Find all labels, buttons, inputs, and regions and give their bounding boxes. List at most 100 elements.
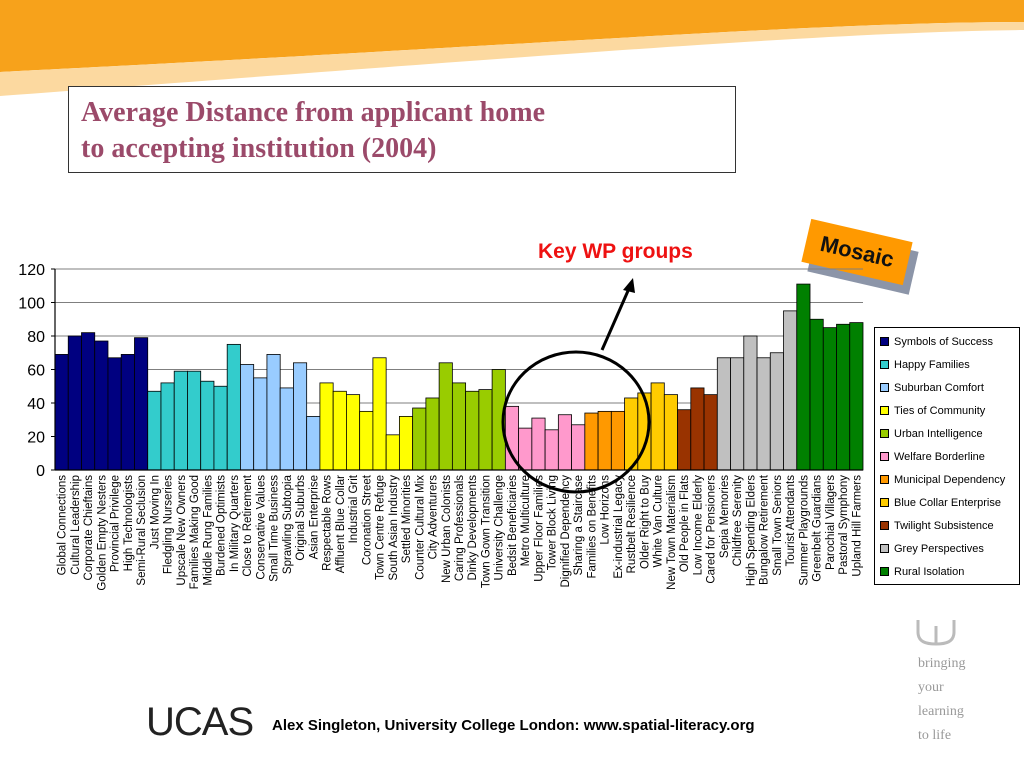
key-wp-groups-annotation: Key WP groups — [538, 240, 693, 263]
bar — [478, 389, 493, 471]
legend-item: Twilight Subsistence — [880, 514, 1019, 537]
chart-axes — [54, 269, 863, 471]
bar — [703, 394, 718, 471]
bar — [743, 335, 758, 471]
bar — [160, 382, 175, 471]
x-tick-label: Greenbelt Guardians — [812, 475, 824, 582]
legend-label: Symbols of Success — [894, 335, 994, 348]
x-tick-label: Cultural Leadership — [70, 475, 82, 575]
tagline-line-2: your — [918, 680, 944, 695]
x-tick-label: City Adventurers — [428, 475, 440, 560]
y-tick-label: 100 — [18, 296, 45, 313]
x-tick-label: New Urban Colonists — [441, 475, 453, 583]
x-tick-label: Conservative Values — [255, 475, 267, 580]
bar — [584, 412, 599, 471]
chart-x-tick-labels: Global Connections Cultural Leadership Cor… — [57, 474, 864, 590]
orange-header-banner — [0, 0, 1024, 96]
wp-pointer-arrow-line — [600, 283, 633, 351]
bar — [756, 357, 771, 471]
slide-title-line-1: Average Distance from applicant home — [81, 97, 545, 128]
bar — [465, 390, 480, 471]
bar — [557, 414, 572, 471]
x-tick-label: Small Town Seniors — [772, 475, 784, 576]
bar — [783, 310, 798, 471]
slide-title-line-2: to accepting institution (2004) — [81, 133, 437, 164]
legend-swatch — [880, 406, 889, 415]
x-tick-label: Families Making Good — [189, 475, 201, 589]
bar — [266, 354, 281, 471]
x-tick-label: Town Centre Refuge — [375, 475, 387, 580]
x-tick-label: Golden Empty Nesters — [96, 475, 108, 591]
bar — [134, 337, 149, 471]
legend-swatch — [880, 337, 889, 346]
legend-swatch — [880, 498, 889, 507]
x-tick-label: Provincial Privilege — [110, 475, 122, 572]
legend-item: Urban Intelligence — [880, 422, 1019, 445]
x-tick-label: Affluent Blue Collar — [335, 475, 347, 573]
x-tick-label: Low Income Elderly — [692, 475, 704, 576]
legend-label: Blue Collar Enterprise — [894, 496, 1001, 509]
legend-label: Welfare Borderline — [894, 450, 985, 463]
x-tick-label: Sprawling Subtopia — [282, 474, 294, 574]
bar — [54, 354, 69, 471]
x-tick-label: Pastoral Symphony — [838, 475, 850, 575]
x-tick-label: High Technologists — [123, 475, 135, 572]
legend-item: Blue Collar Enterprise — [880, 491, 1019, 514]
legend-item: Rural Isolation — [880, 560, 1019, 583]
bar — [650, 382, 665, 471]
x-tick-label: Close to Retirement — [242, 474, 254, 576]
legend-label: Municipal Dependency — [894, 473, 1006, 486]
x-tick-label: Sharing a Staircase — [573, 475, 585, 575]
y-tick-label: 80 — [27, 329, 45, 346]
bar — [359, 410, 374, 471]
legend-label: Happy Families — [894, 358, 970, 371]
x-tick-label: Middle Rung Families — [202, 475, 214, 586]
bar — [716, 357, 731, 471]
bar — [822, 327, 837, 471]
legend-swatch — [880, 383, 889, 392]
bar — [372, 357, 387, 471]
legend-swatch — [880, 429, 889, 438]
legend-swatch — [880, 360, 889, 369]
legend-item: Happy Families — [880, 353, 1019, 376]
x-tick-label: Childfree Serenity — [732, 475, 744, 567]
x-tick-label: Upper Floor Families — [533, 475, 545, 582]
x-tick-label: Asian Enterprise — [308, 475, 320, 559]
legend-item: Grey Perspectives — [880, 537, 1019, 560]
legend-label: Suburban Comfort — [894, 381, 984, 394]
chart-y-tick-labels: 0 20 40 60 80 100 120 — [18, 262, 45, 480]
distance-bar-chart: 0 20 40 60 80 100 120 Global Connections Cultur… — [18, 262, 864, 591]
x-tick-label: Low Horizons — [600, 475, 612, 545]
bar — [451, 382, 467, 471]
bar — [518, 427, 533, 471]
x-tick-label: Metro Multiculture — [520, 475, 532, 566]
x-tick-label: White Van Culture — [653, 475, 665, 567]
x-tick-label: Bedsit Beneficiaries — [507, 475, 519, 576]
legend-item: Welfare Borderline — [880, 445, 1019, 468]
ucas-logo: UCAS — [146, 700, 254, 744]
bar — [531, 417, 546, 471]
x-tick-label: Parochial Villagers — [825, 475, 837, 570]
x-tick-label: Just Moving In — [149, 475, 161, 549]
x-tick-label: Cared for Pensioners — [706, 475, 718, 584]
x-tick-label: Summer Playgrounds — [798, 475, 810, 586]
legend-label: Rural Isolation — [894, 565, 965, 578]
legend-item: Municipal Dependency — [880, 468, 1019, 491]
bar — [849, 322, 864, 471]
bar — [769, 352, 784, 471]
legend-item: Symbols of Success — [880, 330, 1019, 353]
bar — [147, 390, 162, 471]
bar — [319, 382, 334, 471]
x-tick-label: Coronation Street — [361, 474, 373, 565]
x-tick-label: Fledgling Nurseries — [163, 475, 175, 574]
x-tick-label: Dinky Developments — [467, 475, 479, 581]
bar — [610, 410, 625, 471]
wp-highlight-circle — [501, 350, 651, 494]
legend-swatch — [880, 452, 889, 461]
legend-label: Grey Perspectives — [894, 542, 984, 555]
x-tick-label: In Military Quarters — [229, 475, 241, 572]
bar — [836, 323, 851, 471]
bar — [385, 434, 400, 471]
y-tick-label: 60 — [27, 363, 45, 380]
bar — [412, 407, 427, 471]
